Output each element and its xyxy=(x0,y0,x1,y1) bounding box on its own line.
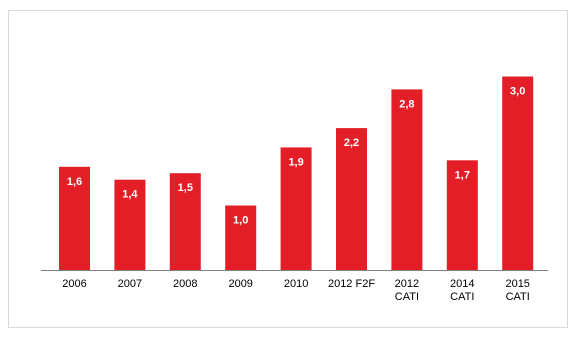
x-tick-label-7-line-0: 2014 xyxy=(450,278,474,290)
x-tick-label-6-line-0: 2012 xyxy=(395,278,419,290)
x-tick-label-7-line-1: CATI xyxy=(450,291,474,303)
bars-group xyxy=(59,76,534,271)
value-label-5: 2,2 xyxy=(344,137,359,149)
value-label-6: 2,8 xyxy=(399,98,414,110)
value-label-8: 3,0 xyxy=(510,86,525,98)
bar-6 xyxy=(391,89,423,271)
value-label-1: 1,4 xyxy=(122,189,138,201)
x-tick-label-8-line-1: CATI xyxy=(506,291,530,303)
x-tick-label-0: 2006 xyxy=(62,278,86,290)
bar-3 xyxy=(225,205,257,270)
value-labels-group: 1,6 1,4 1,5 1,0 1,9 2,2 2,8 1,7 3,0 xyxy=(67,86,525,227)
bar-4 xyxy=(280,147,312,270)
x-tick-label-5: 2012 F2F xyxy=(328,278,375,290)
x-tick-label-2: 2008 xyxy=(173,278,197,290)
value-label-7: 1,7 xyxy=(455,169,470,181)
value-label-0: 1,6 xyxy=(67,176,82,188)
x-tick-label-3: 2009 xyxy=(228,278,252,290)
bar-2 xyxy=(169,173,201,270)
bar-7 xyxy=(446,160,478,270)
x-tick-labels-group: 2006 2007 2008 2009 2010 2012 F2F 2012CATI2014… xyxy=(62,278,530,303)
bar-5 xyxy=(336,128,367,270)
bar-1 xyxy=(114,179,146,270)
value-label-2: 1,5 xyxy=(178,182,193,194)
x-tick-label-4: 2010 xyxy=(284,278,308,290)
bar-8 xyxy=(502,76,534,270)
value-label-4: 1,9 xyxy=(288,156,303,168)
x-tick-label-1: 2007 xyxy=(118,278,142,290)
bar-0 xyxy=(59,166,90,270)
x-tick-label-8-line-0: 2015 xyxy=(505,278,529,290)
x-tick-label-6-line-1: CATI xyxy=(395,291,419,303)
value-label-3: 1,0 xyxy=(233,215,248,227)
